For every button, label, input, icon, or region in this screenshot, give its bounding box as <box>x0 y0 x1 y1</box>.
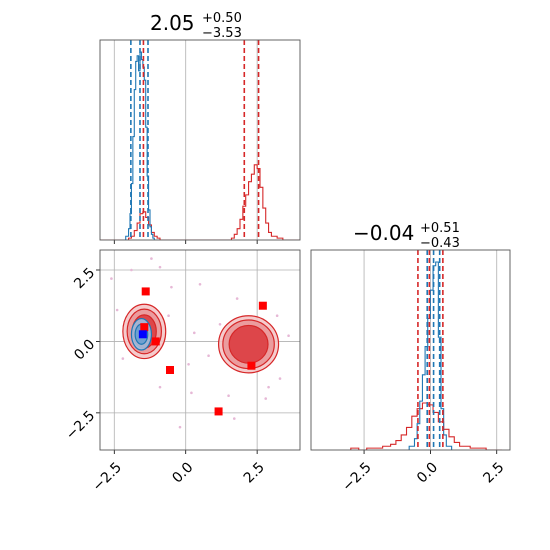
histogram-panel-y: −2.5 0.0 2.5 <box>310 249 511 495</box>
scatter-point <box>190 391 193 395</box>
panel-content <box>350 250 503 450</box>
scatter-point <box>287 334 290 338</box>
title-plus: +0.51 <box>420 221 460 236</box>
scatter-point <box>267 385 270 389</box>
y-tick-label: 2.5 <box>71 265 98 292</box>
marker-red <box>140 323 149 332</box>
histogram-panel-x <box>99 39 301 244</box>
marker-red <box>141 287 150 296</box>
marker-red <box>166 366 174 374</box>
scatter-point <box>198 282 202 286</box>
y-tick-label: 0.0 <box>71 336 98 363</box>
title-minus: −3.53 <box>202 26 242 41</box>
marker-blue <box>138 330 147 339</box>
scatter-point <box>275 314 279 318</box>
scatter-point <box>264 397 268 400</box>
contour-scatter-panel: −2.5 0.0 2.5 −2.5 0.0 2.5 <box>63 249 301 495</box>
panel-frame <box>99 39 301 241</box>
x-tick-label: 2.5 <box>480 459 507 486</box>
title-value: −0.04 <box>353 221 414 245</box>
marker-red <box>214 407 223 416</box>
scatter-point <box>110 277 113 280</box>
contour-level <box>228 324 269 364</box>
scatter-point <box>121 357 125 360</box>
x-tick-label: 0.0 <box>169 459 196 486</box>
scatter-point <box>115 308 119 312</box>
panel-frame <box>99 249 301 451</box>
panel-content <box>100 40 300 240</box>
histogram-series-0 <box>100 164 300 240</box>
scatter-point <box>192 331 196 335</box>
title-plus: +0.50 <box>202 11 242 26</box>
panel-frame <box>310 249 511 451</box>
histogram-series-1 <box>122 51 160 240</box>
y-tick-label: −2.5 <box>63 408 98 443</box>
title-value: 2.05 <box>150 11 195 35</box>
marker-red <box>151 337 160 346</box>
marker-red <box>247 361 256 370</box>
title-panel-x: 2.05 +0.50 −3.53 <box>150 11 242 41</box>
x-tick-label: −2.5 <box>339 459 374 494</box>
scatter-point <box>130 268 133 272</box>
scatter-point <box>158 265 162 269</box>
title-panel-y: −0.04 +0.51 −0.43 <box>353 221 460 251</box>
x-tick-label: 2.5 <box>241 459 268 486</box>
x-tick-label: 0.0 <box>414 459 441 486</box>
scatter-point <box>232 417 236 420</box>
scatter-point <box>187 362 190 366</box>
panel-content <box>100 250 300 450</box>
x-tick-label: −2.5 <box>90 459 125 494</box>
scatter-point <box>235 297 239 300</box>
scatter-point <box>150 257 153 260</box>
title-minus: −0.43 <box>420 236 460 251</box>
scatter-point <box>218 322 222 326</box>
scatter-point <box>158 385 162 389</box>
scatter-point <box>170 285 173 289</box>
histogram-series-0 <box>350 402 503 450</box>
scatter-point <box>178 425 182 429</box>
scatter-point <box>167 314 170 318</box>
scatter-point <box>207 354 210 358</box>
marker-red <box>258 301 267 310</box>
scatter-point <box>227 394 230 398</box>
scatter-point <box>278 377 282 380</box>
